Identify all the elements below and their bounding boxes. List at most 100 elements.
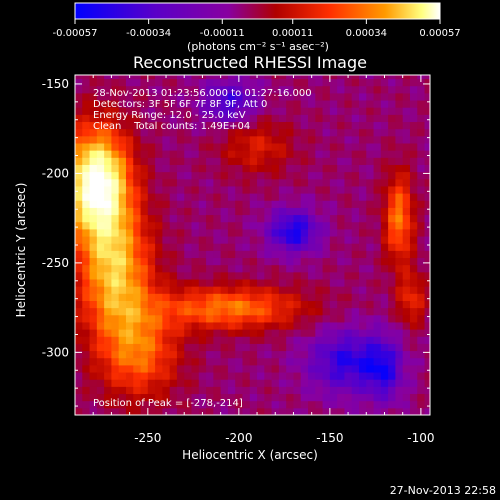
heatmap-cell <box>344 286 353 294</box>
heatmap-cell <box>402 75 411 80</box>
heatmap-cell <box>125 314 134 323</box>
heatmap-cell <box>315 243 324 251</box>
heatmap-cell <box>322 178 331 187</box>
heatmap-cell <box>249 243 258 251</box>
heatmap-cell <box>359 128 367 137</box>
heatmap-cell <box>366 300 375 309</box>
heatmap-cell <box>373 336 382 344</box>
heatmap-cell <box>257 407 265 415</box>
heatmap-cell <box>402 228 411 237</box>
heatmap-cell <box>82 279 91 287</box>
heatmap-cell <box>337 200 345 208</box>
heatmap-cell <box>366 157 375 165</box>
heatmap-cell <box>89 264 98 273</box>
heatmap-cell <box>235 264 243 273</box>
heatmap-cell <box>89 200 98 208</box>
heatmap-cell <box>169 357 178 366</box>
heatmap-cell <box>264 336 273 344</box>
heatmap-cell <box>373 300 382 309</box>
heatmap-cell <box>293 150 302 158</box>
heatmap-cell <box>344 214 353 223</box>
heatmap-cell <box>162 121 171 130</box>
heatmap-cell <box>155 400 163 409</box>
heatmap-cell <box>96 193 105 201</box>
heatmap-cell <box>235 114 243 123</box>
heatmap-cell <box>300 85 309 94</box>
heatmap-cell <box>278 236 287 244</box>
heatmap-cell <box>118 329 127 337</box>
heatmap-cell <box>402 271 411 280</box>
heatmap-cell <box>147 372 156 380</box>
heatmap-cell <box>147 293 156 301</box>
heatmap-cell <box>286 271 294 280</box>
heatmap-cell <box>206 257 214 266</box>
heatmap-cell <box>402 107 411 115</box>
heatmap-cell <box>402 364 411 373</box>
heatmap-cell <box>249 143 258 151</box>
heatmap-cell <box>351 128 360 137</box>
heatmap-cell <box>96 372 105 380</box>
heatmap-cell <box>322 121 331 130</box>
heatmap-cell <box>133 343 142 352</box>
heatmap-cell <box>300 135 309 144</box>
heatmap-cell <box>373 257 382 266</box>
heatmap-cell <box>111 400 120 409</box>
heatmap-cell <box>235 185 243 194</box>
heatmap-cell <box>75 407 83 415</box>
heatmap-cell <box>395 150 404 158</box>
heatmap <box>75 75 430 415</box>
heatmap-cell <box>198 128 207 137</box>
heatmap-cell <box>344 393 353 402</box>
heatmap-cell <box>351 178 360 187</box>
heatmap-cell <box>75 379 83 387</box>
heatmap-cell <box>111 78 120 87</box>
heatmap-cell <box>96 350 105 359</box>
heatmap-cell <box>147 329 156 337</box>
heatmap-cell <box>359 92 367 101</box>
heatmap-cell <box>111 364 120 373</box>
heatmap-cell <box>366 407 375 415</box>
heatmap-cell <box>191 200 200 208</box>
heatmap-cell <box>242 350 251 359</box>
heatmap-cell <box>206 214 214 223</box>
heatmap-cell <box>242 150 251 158</box>
heatmap-cell <box>206 321 214 330</box>
heatmap-cell <box>242 393 251 402</box>
heatmap-cell <box>380 135 389 144</box>
heatmap-cell <box>388 143 396 151</box>
heatmap-cell <box>417 128 426 137</box>
heatmap-cell <box>125 143 134 151</box>
heatmap-cell <box>329 85 338 94</box>
heatmap-cell <box>111 193 120 201</box>
heatmap-cell <box>176 307 185 316</box>
heatmap-cell <box>82 400 91 409</box>
heatmap-cell <box>424 236 430 244</box>
heatmap-cell <box>359 393 367 402</box>
heatmap-cell <box>402 329 411 337</box>
heatmap-cell <box>162 143 171 151</box>
heatmap-cell <box>264 171 273 180</box>
heatmap-cell <box>417 221 426 230</box>
heatmap-cell <box>140 114 149 123</box>
heatmap-cell <box>278 364 287 373</box>
annotation-time-range: 28-Nov-2013 01:23:56.000 to 01:27:16.000 <box>93 88 312 99</box>
heatmap-cell <box>388 214 396 223</box>
x-axis-ticks: -250 -200 -150 -100 <box>74 75 435 445</box>
heatmap-cell <box>337 143 345 151</box>
heatmap-cell <box>235 178 243 187</box>
y-tick-label: -200 <box>42 166 69 180</box>
heatmap-cell <box>184 143 193 151</box>
heatmap-cell <box>89 78 98 87</box>
heatmap-cell <box>409 157 418 165</box>
heatmap-cell <box>82 221 91 230</box>
heatmap-cell <box>308 307 316 316</box>
heatmap-cell <box>344 107 353 115</box>
heatmap-cell <box>395 78 404 87</box>
heatmap-cell <box>344 135 353 144</box>
heatmap-cell <box>300 164 309 173</box>
heatmap-cell <box>96 407 105 415</box>
heatmap-cell <box>104 221 112 230</box>
heatmap-cell <box>118 85 127 94</box>
heatmap-cell <box>395 379 404 387</box>
heatmap-cell <box>359 78 367 87</box>
